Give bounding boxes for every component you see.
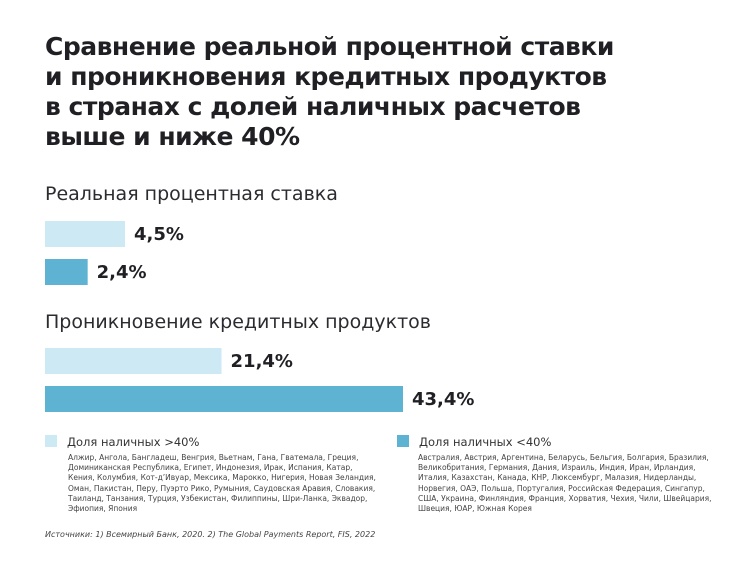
chart-title-line-2: и проникновения кредитных продуктов	[45, 62, 607, 91]
legend-label-high-cash: Доля наличных >40%	[67, 435, 200, 449]
real-rate-bar-high-cash	[45, 221, 125, 247]
chart-title-line-1: Сравнение реальной процентной ставки	[45, 32, 614, 61]
real-rate-value-label-low-cash: 2,4%	[97, 262, 147, 283]
legend-label-low-cash: Доля наличных <40%	[419, 435, 552, 449]
credit-penetration-value-label-high-cash: 21,4%	[231, 351, 293, 372]
countries-high-cash: Алжир, Ангола, Бангладеш, Венгрия, Вьетн…	[68, 453, 376, 514]
chart-title-line-4: выше и ниже 40%	[45, 122, 300, 151]
legend-item-low-cash: Доля наличных <40%	[397, 435, 551, 449]
countries-low-cash: Австралия, Австрия, Аргентина, Беларусь,…	[418, 453, 712, 514]
chart-title-line-3: в странах с долей наличных расчетов	[45, 92, 581, 121]
credit-penetration-bar-low-cash	[45, 386, 403, 412]
legend-swatch-low-cash	[397, 435, 409, 447]
legend-item-high-cash: Доля наличных >40%	[45, 435, 199, 449]
source-note: Источники: 1) Всемирный Банк, 2020. 2) T…	[45, 530, 376, 539]
real-rate-bar-low-cash	[45, 259, 88, 285]
legend-swatch-high-cash	[45, 435, 57, 447]
chart-title: Сравнение реальной процентной ставки и п…	[45, 32, 685, 152]
real-rate-heading: Реальная процентная ставка	[45, 183, 338, 205]
credit-penetration-value-label-low-cash: 43,4%	[412, 389, 474, 410]
real-rate-value-label-high-cash: 4,5%	[134, 224, 184, 245]
credit-penetration-bar-high-cash	[45, 348, 222, 374]
credit-penetration-heading: Проникновение кредитных продуктов	[45, 311, 431, 333]
